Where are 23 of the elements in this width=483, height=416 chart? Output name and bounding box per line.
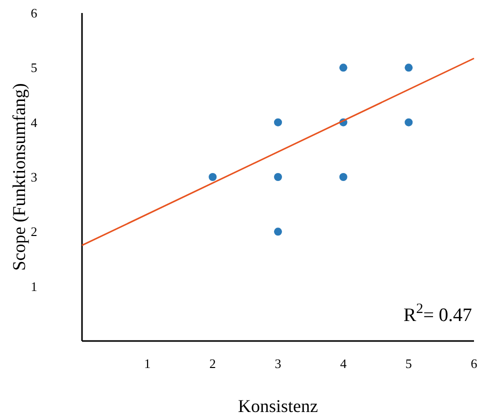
- point: [208, 173, 217, 181]
- point: [339, 64, 348, 72]
- x-tick-label: 3: [274, 356, 282, 371]
- annotation: R$^{2}$= 0.47: [403, 301, 472, 326]
- point: [404, 118, 413, 126]
- y-tick-label: 5: [30, 60, 38, 76]
- y-tick-label: 6: [30, 6, 38, 21]
- x-tick-label: 5: [405, 356, 412, 371]
- y-tick-label: 2: [30, 224, 38, 240]
- point: [274, 228, 282, 236]
- y-tick-label: 1: [30, 278, 38, 294]
- point: [339, 173, 348, 181]
- x-tick-label: 4: [340, 356, 348, 371]
- y-axis-title: Scope (Funktionsumfang): [9, 83, 29, 271]
- x-tick-label: 6: [470, 356, 478, 371]
- point: [404, 64, 413, 72]
- x-tick-label: 1: [144, 356, 151, 371]
- point: [274, 173, 282, 181]
- point: [274, 118, 282, 126]
- x-axis-title: Konsistenz: [238, 396, 318, 416]
- y-tick-label: 3: [30, 170, 38, 185]
- x-tick-label: 2: [209, 356, 216, 371]
- y-tick-label: 4: [30, 114, 38, 130]
